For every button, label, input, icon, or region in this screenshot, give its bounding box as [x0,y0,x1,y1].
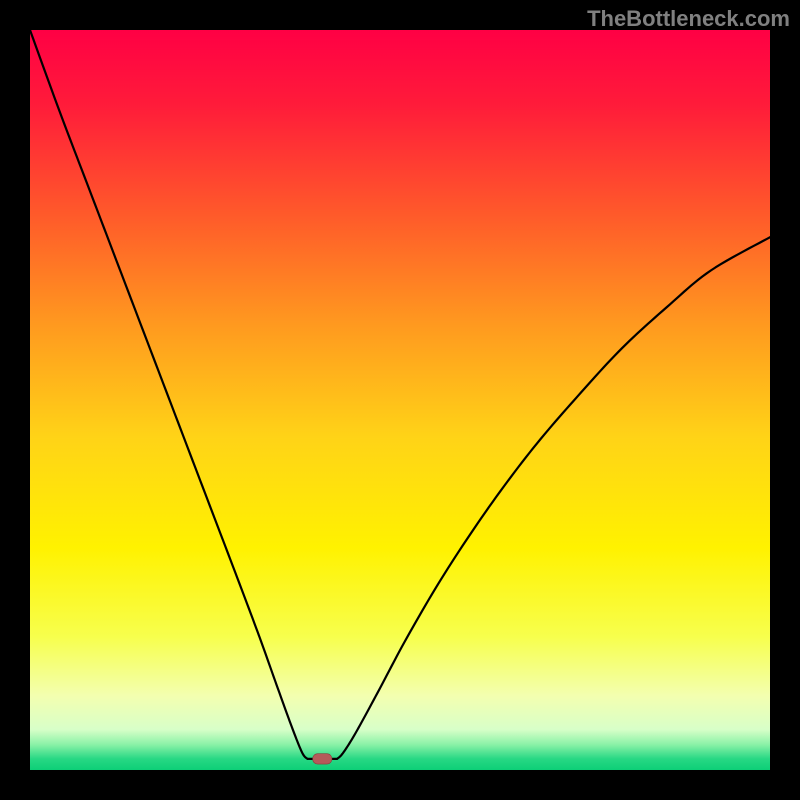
watermark-text: TheBottleneck.com [587,6,790,32]
optimal-marker [313,754,332,764]
gradient-background [30,30,770,770]
plot-svg [30,30,770,770]
plot-area [30,30,770,770]
